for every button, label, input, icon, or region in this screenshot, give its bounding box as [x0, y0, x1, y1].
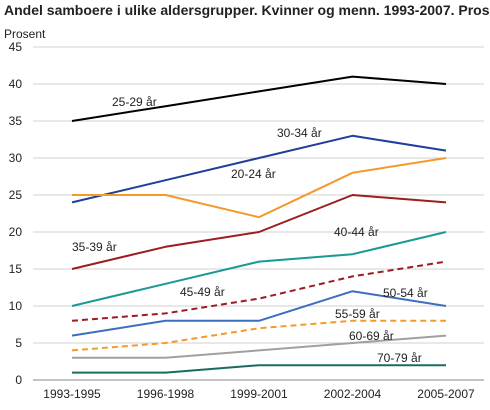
y-tick-label: 20 — [9, 225, 23, 239]
series-line — [72, 334, 447, 359]
y-tick-label: 25 — [9, 188, 23, 202]
series-line — [71, 134, 447, 204]
series-label: 55-59 år — [335, 307, 380, 321]
x-tick-label: 2005-2007 — [417, 387, 475, 401]
series-label: 60-69 år — [349, 329, 394, 343]
series-lines — [71, 75, 447, 374]
series-line — [71, 260, 447, 322]
gridlines — [33, 46, 484, 381]
x-tick-label: 1999-2001 — [230, 387, 288, 401]
x-axis-ticks: 1993-1995 1996-1998 1999-2001 2002-2004 2005… — [43, 387, 475, 401]
y-tick-label: 45 — [9, 40, 23, 54]
series-line — [71, 194, 447, 270]
series-line — [71, 231, 447, 307]
series-line — [72, 364, 446, 374]
series-label: 40-44 år — [334, 225, 379, 239]
series-line — [71, 290, 447, 337]
y-tick-label: 5 — [15, 336, 22, 350]
y-tick-label: 40 — [9, 77, 23, 91]
y-tick-label: 10 — [9, 299, 23, 313]
series-label: 20-24 år — [231, 167, 276, 181]
y-tick-label: 0 — [15, 373, 22, 387]
series-label: 45-49 år — [180, 285, 225, 299]
series-label: 70-79 år — [377, 351, 422, 365]
series-line — [71, 75, 447, 122]
y-tick-label: 35 — [9, 114, 23, 128]
x-tick-label: 1993-1995 — [43, 387, 101, 401]
series-labels: 25-29 år 30-34 år 20-24 år 35-39 år 40-44 år… — [72, 95, 428, 365]
series-label: 30-34 år — [277, 126, 322, 140]
series-label: 35-39 år — [72, 240, 117, 254]
y-tick-label: 30 — [9, 151, 23, 165]
chart-title: Andel samboere i ulike aldersgrupper. Kv… — [4, 2, 490, 18]
y-axis-ticks: 0 5 10 15 20 25 30 35 40 45 — [9, 40, 23, 387]
series-line — [72, 157, 447, 219]
y-axis-label: Prosent — [4, 27, 46, 41]
x-tick-label: 2002-2004 — [324, 387, 382, 401]
series-label: 50-54 år — [383, 286, 428, 300]
series-label: 25-29 år — [112, 95, 157, 109]
y-tick-label: 15 — [9, 262, 23, 276]
series-line — [71, 319, 446, 352]
x-tick-label: 1996-1998 — [137, 387, 195, 401]
